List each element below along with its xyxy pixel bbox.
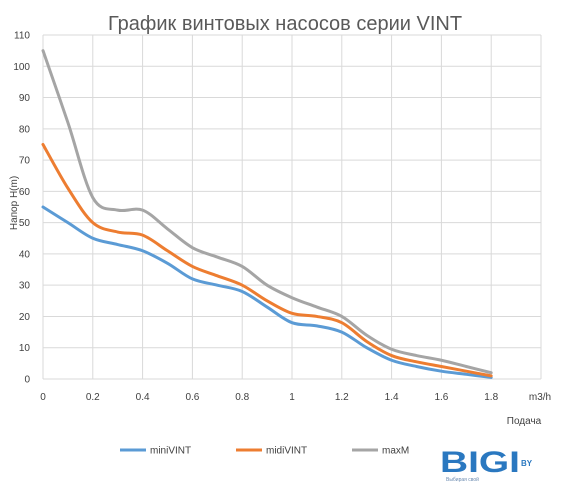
logo-eye-right <box>503 456 507 460</box>
y-tick-label: 100 <box>13 62 30 73</box>
x-tick-label: 0.4 <box>136 392 150 403</box>
x-tick-label: 1.8 <box>484 392 498 403</box>
x-tick-label: 0.6 <box>185 392 199 403</box>
grid <box>42 34 542 380</box>
y-tick-label: 70 <box>19 156 31 167</box>
y-tick-label: 40 <box>19 249 31 260</box>
y-axis-ticks: 0 10 20 30 40 50 60 70 80 90 100 110 <box>13 31 30 386</box>
y-axis-label: Напор H(m) <box>9 176 20 230</box>
x-axis-label: Подача <box>507 416 542 427</box>
series-lines <box>41 49 493 379</box>
logo-suffix: BY <box>521 459 533 468</box>
y-tick-label: 110 <box>14 31 30 42</box>
x-tick-label: 1.4 <box>385 392 399 403</box>
legend-label-midiVINT: midiVINT <box>266 446 307 457</box>
logo-eye-left <box>497 456 501 460</box>
x-tick-label: 1.6 <box>434 392 448 403</box>
x-axis-unit: m3/h <box>529 392 551 403</box>
y-tick-label: 80 <box>19 124 31 135</box>
logo-text: BIGI <box>440 446 520 479</box>
y-tick-label: 10 <box>19 343 31 354</box>
series-line-midiVINT <box>41 142 493 378</box>
y-tick-label: 50 <box>19 218 31 229</box>
y-tick-label: 60 <box>19 187 31 198</box>
series-line-maxMVINT <box>41 49 493 375</box>
legend-label-maxMVINT: maxM <box>382 446 409 457</box>
x-tick-label: 0 <box>40 392 46 403</box>
y-tick-label: 20 <box>19 312 31 323</box>
series-line-miniVINT <box>41 205 493 379</box>
y-tick-label: 30 <box>19 281 31 292</box>
x-tick-label: 0.2 <box>86 392 100 403</box>
x-tick-label: 0.8 <box>235 392 249 403</box>
legend: miniVINT midiVINT maxM <box>120 446 409 457</box>
x-axis-ticks: 0 0.2 0.4 0.6 0.8 1 1.2 1.4 1.6 1.8 <box>40 392 498 403</box>
chart-title: График винтовых насосов серии VINT <box>108 13 462 35</box>
logo-tagline: Выбирая свой <box>446 476 479 483</box>
legend-label-miniVINT: miniVINT <box>150 446 191 457</box>
x-tick-label: 1 <box>289 392 295 403</box>
x-tick-label: 1.2 <box>335 392 349 403</box>
bigi-logo: BIGI BY Выбирая свой <box>440 446 533 483</box>
y-tick-label: 90 <box>19 93 31 104</box>
y-tick-label: 0 <box>24 375 30 386</box>
